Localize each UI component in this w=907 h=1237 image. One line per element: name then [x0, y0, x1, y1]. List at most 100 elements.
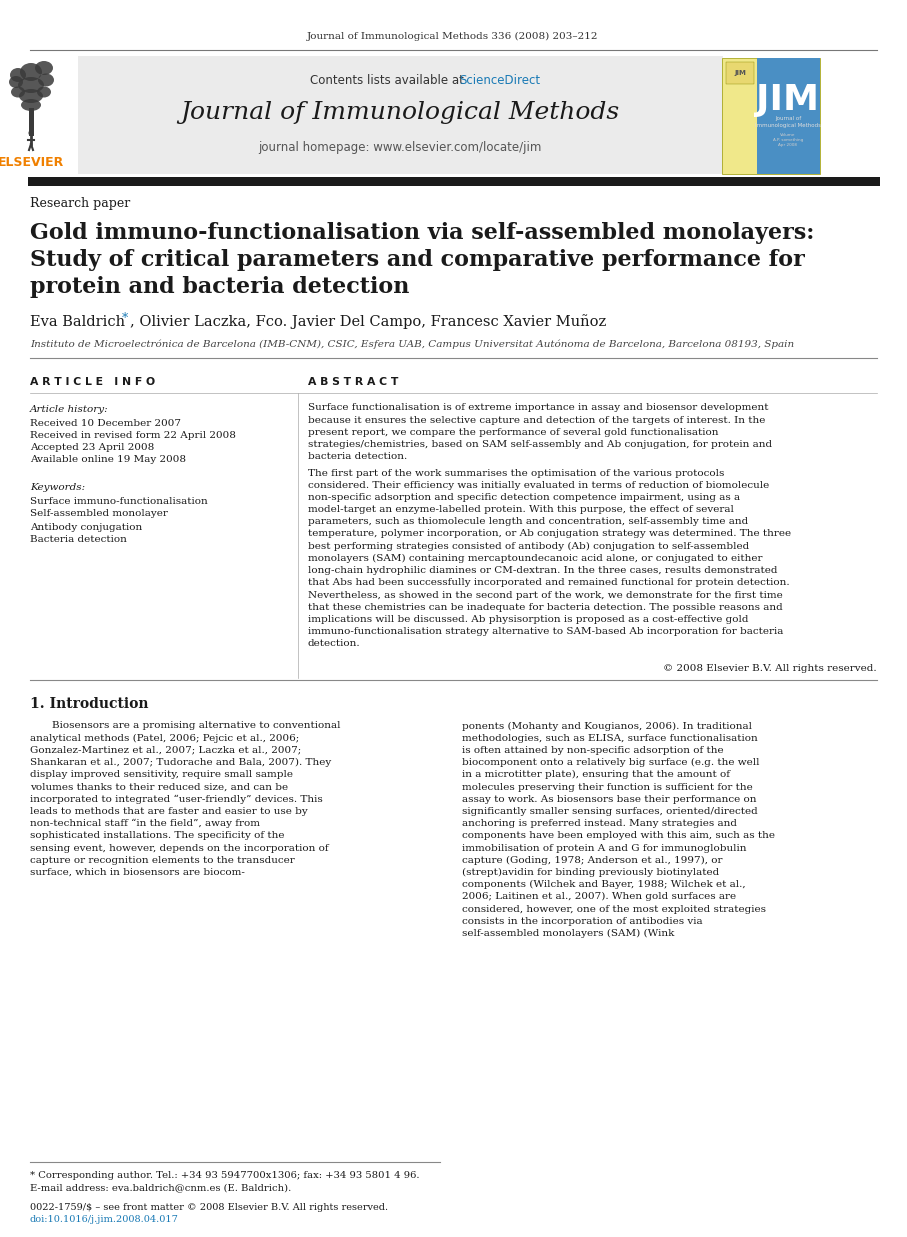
Bar — [78, 56, 723, 174]
Ellipse shape — [20, 63, 42, 80]
Text: Received 10 December 2007: Received 10 December 2007 — [30, 419, 181, 428]
Text: Journal of Immunological Methods: Journal of Immunological Methods — [180, 100, 619, 124]
Text: sensing event, however, depends on the incorporation of: sensing event, however, depends on the i… — [30, 844, 328, 852]
Text: bacteria detection.: bacteria detection. — [308, 453, 407, 461]
Text: non-technical staff “in the field”, away from: non-technical staff “in the field”, away… — [30, 819, 260, 829]
Bar — [757, 58, 820, 174]
Text: incorporated to integrated “user-friendly” devices. This: incorporated to integrated “user-friendl… — [30, 794, 323, 804]
Text: Self-assembled monolayer: Self-assembled monolayer — [30, 510, 168, 518]
Text: analytical methods (Patel, 2006; Pejcic et al., 2006;: analytical methods (Patel, 2006; Pejcic … — [30, 734, 299, 742]
Ellipse shape — [35, 61, 53, 75]
Text: temperature, polymer incorporation, or Ab conjugation strategy was determined. T: temperature, polymer incorporation, or A… — [308, 529, 791, 538]
Text: implications will be discussed. Ab physisorption is proposed as a cost-effective: implications will be discussed. Ab physi… — [308, 615, 748, 623]
Text: display improved sensitivity, require small sample: display improved sensitivity, require sm… — [30, 771, 293, 779]
Ellipse shape — [10, 68, 26, 82]
Text: in a microtitter plate), ensuring that the amount of: in a microtitter plate), ensuring that t… — [462, 771, 730, 779]
Text: components (Wilchek and Bayer, 1988; Wilchek et al.,: components (Wilchek and Bayer, 1988; Wil… — [462, 880, 746, 889]
Text: Antibody conjugation: Antibody conjugation — [30, 522, 142, 532]
Text: ScienceDirect: ScienceDirect — [460, 73, 541, 87]
Text: Gonzalez-Martinez et al., 2007; Laczka et al., 2007;: Gonzalez-Martinez et al., 2007; Laczka e… — [30, 746, 301, 755]
Bar — [722, 58, 820, 174]
Text: 0022-1759/$ – see front matter © 2008 Elsevier B.V. All rights reserved.: 0022-1759/$ – see front matter © 2008 El… — [30, 1202, 388, 1211]
Text: Contents lists available at: Contents lists available at — [310, 73, 468, 87]
Text: long-chain hydrophilic diamines or CM-dextran. In the three cases, results demon: long-chain hydrophilic diamines or CM-de… — [308, 567, 777, 575]
Text: consists in the incorporation of antibodies via: consists in the incorporation of antibod… — [462, 917, 703, 925]
Text: capture (Goding, 1978; Anderson et al., 1997), or: capture (Goding, 1978; Anderson et al., … — [462, 856, 723, 865]
Ellipse shape — [9, 75, 23, 88]
Text: Volume
A.P. something
Apr 2008: Volume A.P. something Apr 2008 — [773, 132, 803, 147]
Text: Nevertheless, as showed in the second part of the work, we demonstrate for the f: Nevertheless, as showed in the second pa… — [308, 590, 783, 600]
Text: Study of critical parameters and comparative performance for: Study of critical parameters and compara… — [30, 249, 805, 271]
Ellipse shape — [21, 99, 41, 111]
Text: Gold immuno-functionalisation via self-assembled monolayers:: Gold immuno-functionalisation via self-a… — [30, 221, 814, 244]
Text: best performing strategies consisted of antibody (Ab) conjugation to self-assemb: best performing strategies consisted of … — [308, 542, 749, 550]
Text: protein and bacteria detection: protein and bacteria detection — [30, 276, 409, 298]
Text: Available online 19 May 2008: Available online 19 May 2008 — [30, 455, 186, 465]
Text: strategies/chemistries, based on SAM self-assembly and Ab conjugation, for prote: strategies/chemistries, based on SAM sel… — [308, 440, 772, 449]
Text: * Corresponding author. Tel.: +34 93 5947700x1306; fax: +34 93 5801 4 96.: * Corresponding author. Tel.: +34 93 594… — [30, 1170, 420, 1180]
Text: Biosensors are a promising alternative to conventional: Biosensors are a promising alternative t… — [52, 721, 340, 731]
Ellipse shape — [18, 77, 44, 93]
Text: model-target an enzyme-labelled protein. With this purpose, the effect of severa: model-target an enzyme-labelled protein.… — [308, 505, 734, 515]
Text: anchoring is preferred instead. Many strategies and: anchoring is preferred instead. Many str… — [462, 819, 737, 828]
Text: capture or recognition elements to the transducer: capture or recognition elements to the t… — [30, 856, 295, 865]
Ellipse shape — [11, 87, 25, 98]
Text: ELSEVIER: ELSEVIER — [0, 156, 64, 168]
Text: monolayers (SAM) containing mercaptoundecanoic acid alone, or conjugated to eith: monolayers (SAM) containing mercaptounde… — [308, 554, 763, 563]
Text: detection.: detection. — [308, 640, 361, 648]
Text: Instituto de Microelectrónica de Barcelona (IMB-CNM), CSIC, Esfera UAB, Campus U: Instituto de Microelectrónica de Barcelo… — [30, 339, 795, 349]
Ellipse shape — [37, 87, 51, 98]
Text: volumes thanks to their reduced size, and can be: volumes thanks to their reduced size, an… — [30, 783, 288, 792]
Text: Journal of
Immunological Methods: Journal of Immunological Methods — [755, 116, 821, 127]
Text: Journal of Immunological Methods 336 (2008) 203–212: Journal of Immunological Methods 336 (20… — [307, 31, 599, 41]
Text: A B S T R A C T: A B S T R A C T — [308, 377, 398, 387]
Text: Surface functionalisation is of extreme importance in assay and biosensor develo: Surface functionalisation is of extreme … — [308, 403, 768, 412]
Text: immobilisation of protein A and G for immunoglobulin: immobilisation of protein A and G for im… — [462, 844, 746, 852]
Text: E-mail address: eva.baldrich@cnm.es (E. Baldrich).: E-mail address: eva.baldrich@cnm.es (E. … — [30, 1184, 291, 1192]
Text: leads to methods that are faster and easier to use by: leads to methods that are faster and eas… — [30, 807, 307, 816]
Text: 2006; Laitinen et al., 2007). When gold surfaces are: 2006; Laitinen et al., 2007). When gold … — [462, 892, 736, 902]
Text: non-specific adsorption and specific detection competence impairment, using as a: non-specific adsorption and specific det… — [308, 492, 740, 502]
Text: immuno-functionalisation strategy alternative to SAM-based Ab incorporation for : immuno-functionalisation strategy altern… — [308, 627, 784, 636]
Text: The first part of the work summarises the optimisation of the various protocols: The first part of the work summarises th… — [308, 469, 725, 477]
Bar — [726, 62, 754, 84]
Text: present report, we compare the performance of several gold functionalisation: present report, we compare the performan… — [308, 428, 718, 437]
Ellipse shape — [28, 130, 34, 136]
Text: biocomponent onto a relatively big surface (e.g. the well: biocomponent onto a relatively big surfa… — [462, 758, 759, 767]
Text: © 2008 Elsevier B.V. All rights reserved.: © 2008 Elsevier B.V. All rights reserved… — [663, 663, 877, 673]
Bar — [28, 177, 880, 186]
Text: significantly smaller sensing surfaces, oriented/directed: significantly smaller sensing surfaces, … — [462, 807, 757, 816]
Text: methodologies, such as ELISA, surface functionalisation: methodologies, such as ELISA, surface fu… — [462, 734, 757, 742]
Text: is often attained by non-specific adsorption of the: is often attained by non-specific adsorp… — [462, 746, 724, 755]
Text: surface, which in biosensors are biocom-: surface, which in biosensors are biocom- — [30, 868, 245, 877]
Text: Bacteria detection: Bacteria detection — [30, 536, 127, 544]
Ellipse shape — [38, 73, 54, 87]
Text: doi:10.1016/j.jim.2008.04.017: doi:10.1016/j.jim.2008.04.017 — [30, 1216, 179, 1225]
Text: Received in revised form 22 April 2008: Received in revised form 22 April 2008 — [30, 432, 236, 440]
Text: sophisticated installations. The specificity of the: sophisticated installations. The specifi… — [30, 831, 285, 840]
Text: 1. Introduction: 1. Introduction — [30, 696, 149, 711]
Text: Surface immuno-functionalisation: Surface immuno-functionalisation — [30, 496, 208, 506]
Text: because it ensures the selective capture and detection of the targets of interes: because it ensures the selective capture… — [308, 416, 766, 424]
Text: assay to work. As biosensors base their performance on: assay to work. As biosensors base their … — [462, 794, 756, 804]
Text: considered. Their efficiency was initially evaluated in terms of reduction of bi: considered. Their efficiency was initial… — [308, 481, 769, 490]
Text: (strept)avidin for binding previously biotinylated: (strept)avidin for binding previously bi… — [462, 868, 719, 877]
Text: self-assembled monolayers (SAM) (Wink: self-assembled monolayers (SAM) (Wink — [462, 929, 675, 938]
Text: molecules preserving their function is sufficient for the: molecules preserving their function is s… — [462, 783, 753, 792]
Text: considered, however, one of the most exploited strategies: considered, however, one of the most exp… — [462, 904, 766, 913]
Text: *: * — [122, 312, 128, 324]
Text: , Olivier Laczka, Fco. Javier Del Campo, Francesc Xavier Muñoz: , Olivier Laczka, Fco. Javier Del Campo,… — [130, 314, 606, 329]
Ellipse shape — [19, 89, 43, 103]
Text: journal homepage: www.elsevier.com/locate/jim: journal homepage: www.elsevier.com/locat… — [258, 141, 541, 155]
Text: Keywords:: Keywords: — [30, 482, 85, 491]
Text: Eva Baldrich: Eva Baldrich — [30, 315, 125, 329]
Text: that Abs had been successfully incorporated and remained functional for protein : that Abs had been successfully incorpora… — [308, 579, 790, 588]
Text: Article history:: Article history: — [30, 406, 109, 414]
Text: JIM: JIM — [734, 71, 746, 75]
Bar — [29, 108, 34, 136]
Text: JIM: JIM — [756, 83, 820, 118]
Text: parameters, such as thiomolecule length and concentration, self-assembly time an: parameters, such as thiomolecule length … — [308, 517, 748, 526]
Text: A R T I C L E   I N F O: A R T I C L E I N F O — [30, 377, 155, 387]
Text: Accepted 23 April 2008: Accepted 23 April 2008 — [30, 444, 154, 453]
Text: ponents (Mohanty and Kougianos, 2006). In traditional: ponents (Mohanty and Kougianos, 2006). I… — [462, 721, 752, 731]
